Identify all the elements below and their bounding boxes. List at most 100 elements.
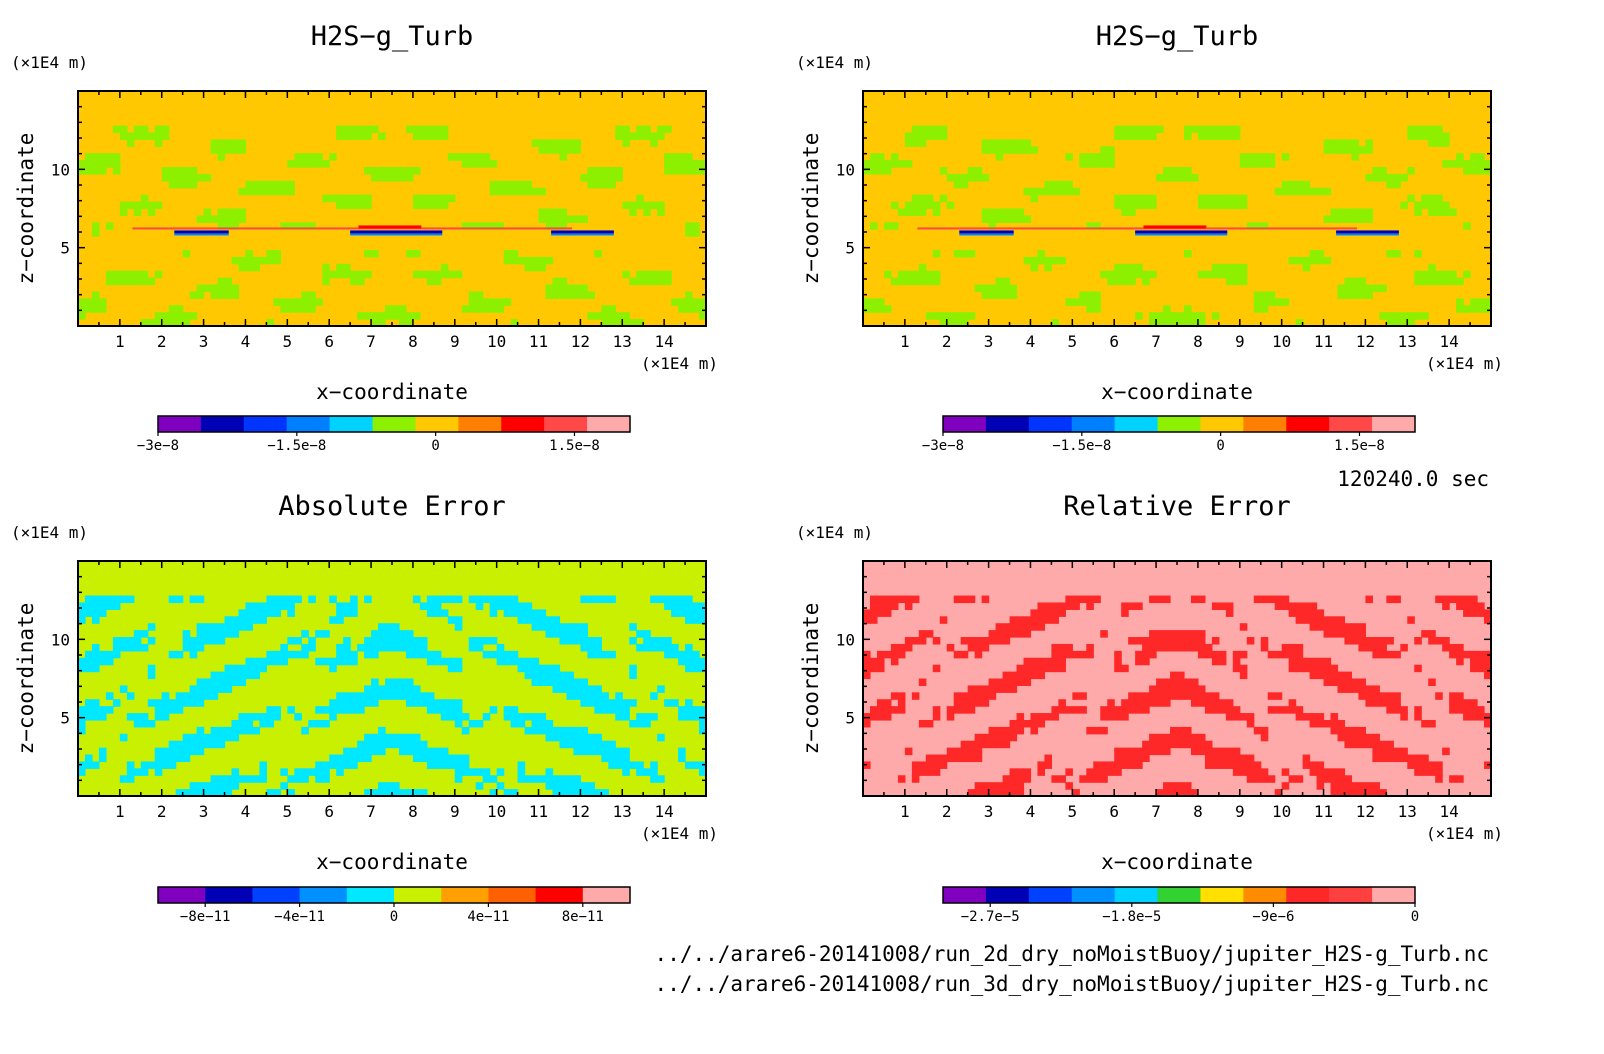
field-cell: [475, 595, 484, 604]
field-cell: [350, 650, 358, 659]
field-cell: [1156, 125, 1164, 134]
field-cell: [1016, 146, 1025, 154]
field-cell: [883, 222, 892, 230]
colorbar-tick-label: 0: [1411, 909, 1419, 925]
field-cell: [925, 719, 934, 728]
field-cell: [1218, 602, 1227, 610]
field-cell: [869, 616, 878, 624]
field-cell: [433, 699, 442, 707]
field-cell: [601, 692, 609, 700]
field-cell: [918, 263, 927, 272]
field-cell: [378, 685, 386, 693]
field-cell: [925, 768, 934, 776]
field-cell: [1016, 678, 1025, 687]
field-cell: [1372, 692, 1380, 700]
field-cell: [1337, 726, 1346, 735]
field-cell: [322, 768, 330, 776]
field-cell: [1100, 630, 1108, 638]
field-cell: [1351, 146, 1360, 154]
field-cell: [419, 132, 428, 140]
field-cell: [524, 616, 533, 624]
field-cell: [953, 706, 962, 714]
field-group: [78, 91, 706, 326]
colorbar-segment: [943, 416, 987, 432]
field-cell: [196, 782, 205, 790]
field-cell: [1337, 291, 1346, 299]
field-cell: [1225, 713, 1234, 721]
field-cell: [671, 699, 679, 707]
field-cell: [1135, 637, 1143, 645]
field-cell: [1128, 706, 1136, 714]
field-cell: [78, 664, 86, 673]
field-cell: [939, 125, 948, 134]
field-cell: [398, 630, 407, 638]
field-cell: [454, 706, 463, 714]
field-cell: [1072, 706, 1080, 714]
field-cell: [405, 699, 414, 707]
field-cell: [196, 173, 205, 182]
field-cell: [496, 222, 505, 230]
field-cell: [147, 623, 156, 631]
field-cell: [650, 768, 658, 776]
field-cell: [643, 125, 651, 134]
field-cell: [587, 650, 595, 659]
field-cell: [419, 740, 428, 749]
field-cell: [981, 215, 990, 223]
field-cell: [552, 146, 561, 154]
field-cell: [1135, 263, 1143, 272]
field-cell: [981, 291, 990, 299]
field-cell: [692, 657, 700, 666]
field-cell: [1323, 256, 1332, 265]
field-cell: [1197, 637, 1206, 645]
field-cell: [995, 153, 1004, 161]
field-cell: [1302, 187, 1311, 196]
field-cell: [468, 643, 477, 652]
field-cell: [412, 270, 421, 279]
field-cell: [1183, 637, 1192, 645]
colorbar-tick-label: 1.5e−8: [549, 438, 600, 454]
field-cell: [1030, 623, 1039, 631]
field-cell: [1253, 726, 1262, 735]
field-cell: [224, 775, 233, 783]
field-cell: [587, 747, 595, 756]
x-unit-label: (×1E4 m): [641, 824, 718, 843]
field-cell: [601, 305, 609, 313]
field-cell: [231, 139, 240, 147]
field-cell: [863, 616, 871, 624]
field-cell: [1023, 146, 1032, 154]
field-cell: [1218, 263, 1227, 272]
field-cell: [1016, 768, 1025, 776]
field-cell: [1330, 139, 1339, 147]
field-cell: [685, 229, 693, 237]
field-cell: [1323, 671, 1332, 680]
x-axis-label: x−coordinate: [316, 850, 468, 874]
field-cell: [981, 643, 990, 652]
field-cell: [995, 782, 1004, 790]
field-cell: [238, 616, 247, 624]
field-cell: [1121, 602, 1129, 610]
field-cell: [1351, 277, 1360, 286]
field-cell: [217, 685, 226, 693]
field-cell: [364, 270, 372, 279]
field-cell: [182, 692, 191, 700]
field-cell: [685, 664, 693, 673]
field-cell: [1114, 657, 1122, 666]
field-cell: [217, 146, 226, 154]
field-cell: [995, 215, 1004, 223]
field-cell: [1190, 637, 1199, 645]
field-cell: [84, 699, 93, 707]
field-cell: [84, 664, 93, 673]
field-cell: [981, 146, 990, 154]
field-cell: [398, 637, 407, 645]
field-cell: [454, 719, 463, 728]
field-cell: [168, 699, 177, 707]
field-cell: [287, 305, 295, 313]
x-tick-label: 11: [529, 332, 548, 351]
field-cell: [392, 740, 400, 749]
field-cell: [392, 623, 400, 631]
field-cell: [1477, 602, 1485, 610]
field-cell: [911, 201, 920, 210]
field-cell: [545, 623, 554, 631]
field-cell: [524, 775, 533, 783]
field-cell: [350, 692, 358, 700]
